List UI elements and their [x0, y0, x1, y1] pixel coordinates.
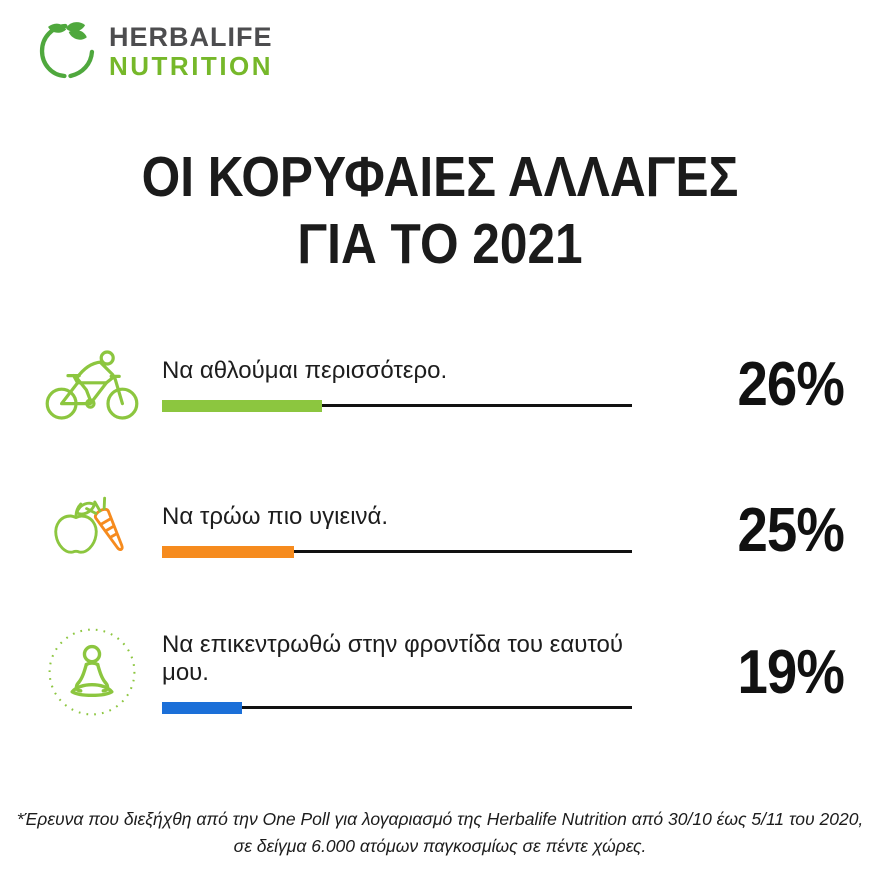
title-line-1: ΟΙ ΚΟΡΥΦΑΙΕΣ ΑΛΛΑΓΕΣ: [141, 145, 739, 209]
bar-value-eat-healthy: 25%: [737, 495, 844, 565]
brand-wordmark: HERBALIFE NUTRITION: [109, 22, 273, 81]
page-title: ΟΙ ΚΟΡΥΦΑΙΕΣ ΑΛΛΑΓΕΣ ΓΙΑ ΤΟ 2021: [0, 144, 880, 278]
bar-track-self-care: [162, 701, 632, 714]
apple-carrot-icon: [36, 492, 148, 569]
cyclist-icon: [36, 346, 148, 423]
bar-label-exercise: Να αθλούμαι περισσότερο.: [162, 356, 448, 384]
chart-row-self-care: Να επικεντρωθώ στην φροντίδα του εαυτού …: [36, 612, 845, 732]
footnote-line-1: *Έρευνα που διεξήχθη από την One Poll γι…: [16, 809, 864, 829]
bar-track-eat-healthy: [162, 545, 632, 558]
bar-group-eat-healthy: Να τρώω πιο υγιεινά.: [148, 503, 676, 558]
bar-fill-self-care: [162, 701, 242, 714]
bar-group-exercise: Να αθλούμαι περισσότερο.: [148, 357, 676, 412]
brand-name-nutrition: NUTRITION: [109, 50, 274, 81]
brand-name-herbalife: HERBALIFE: [109, 21, 273, 52]
bar-baseline: [162, 404, 632, 407]
bar-group-self-care: Να επικεντρωθώ στην φροντίδα του εαυτού …: [148, 631, 676, 714]
meditation-icon: [36, 623, 148, 721]
bar-label-eat-healthy: Να τρώω πιο υγιεινά.: [162, 502, 389, 530]
bar-value-self-care: 19%: [737, 637, 844, 707]
chart-row-eat-healthy: Να τρώω πιο υγιεινά. 25%: [36, 470, 845, 590]
bar-baseline: [162, 550, 632, 553]
footnote-line-2: σε δείγμα 6.000 ατόμων παγκοσμίως σε πέν…: [233, 836, 647, 856]
bar-track-exercise: [162, 399, 632, 412]
bar-fill-exercise: [162, 399, 322, 412]
survey-footnote: *Έρευνα που διεξήχθη από την One Poll γι…: [0, 806, 880, 860]
bar-label-self-care: Να επικεντρωθώ στην φροντίδα του εαυτού …: [162, 630, 623, 686]
bar-fill-eat-healthy: [162, 545, 294, 558]
bar-value-exercise: 26%: [737, 349, 844, 419]
chart-row-exercise: Να αθλούμαι περισσότερο. 26%: [36, 324, 845, 444]
herbalife-leaf-icon: [36, 20, 98, 82]
title-line-2: ΓΙΑ ΤΟ 2021: [297, 212, 583, 276]
bar-baseline: [162, 706, 632, 709]
herbalife-logo: HERBALIFE NUTRITION: [36, 20, 273, 82]
